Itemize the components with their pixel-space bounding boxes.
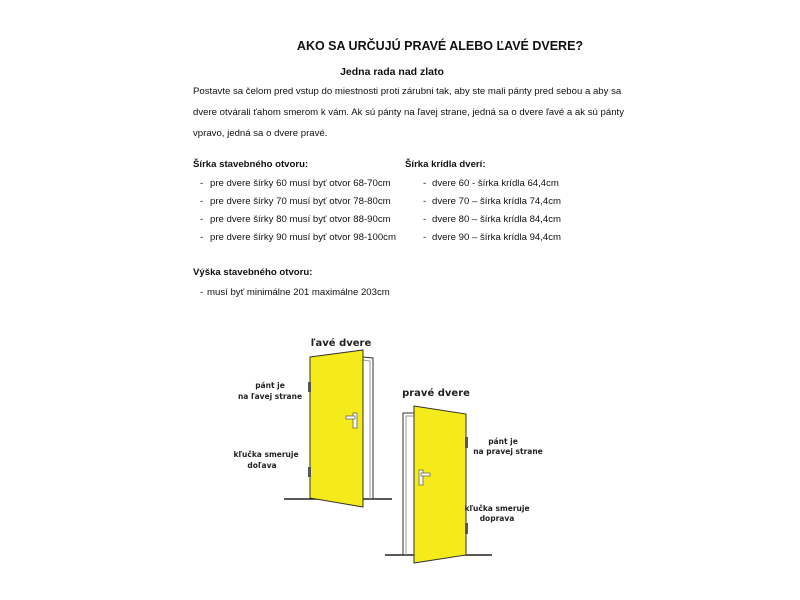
list-item: pre dvere šírky 80 musí byť otvor 88-90c…: [210, 214, 391, 225]
bullet: -: [423, 214, 427, 225]
door-leaf: [309, 349, 364, 508]
hinge-icon: [308, 467, 311, 477]
bullet: -: [423, 196, 427, 207]
door-frame: [362, 356, 374, 499]
right-door-illustration: pravé dvere pánt je na pravej strane kľu…: [385, 387, 543, 564]
handle-plate-icon: [418, 469, 424, 486]
bullet: -: [200, 214, 204, 225]
hinge-label: na pravej strane: [473, 447, 543, 456]
bullet: -: [423, 178, 427, 189]
handle-label: kľučka smeruje: [464, 504, 529, 513]
page-title: AKO SA URČUJÚ PRAVÉ ALEBO ĽAVÉ DVERE?: [296, 39, 584, 53]
bullet: -: [200, 232, 204, 243]
list-item: pre dvere šírky 70 musí byť otvor 78-80c…: [210, 196, 391, 207]
paragraph-line: dvere otvárali ťahom smerom k vám. Ak sú…: [193, 107, 625, 118]
door-leaf: [413, 405, 467, 564]
list-item: dvere 70 – šírka krídla 74,4cm: [432, 196, 562, 207]
right-door-title: pravé dvere: [402, 387, 470, 399]
left-door-illustration: ľavé dvere pánt je na ľavej strane kľučk…: [233, 337, 392, 508]
list-item: dvere 60 - šírka krídla 64,4cm: [432, 178, 559, 189]
door-frame-inner: [405, 415, 414, 555]
opening-width-heading: Šírka stavebného otvoru:: [193, 159, 309, 170]
list-item: pre dvere šírky 90 musí byť otvor 98-100…: [210, 232, 396, 243]
hinge-label: pánt je: [488, 437, 518, 446]
bullet: -: [200, 287, 204, 298]
list-item: musí byť minimálne 201 maximálne 203cm: [207, 287, 390, 298]
paragraph-line: Postavte sa čelom pred vstup do miestnos…: [193, 86, 622, 97]
handle-lever-icon: [345, 415, 356, 420]
bullet: -: [200, 196, 204, 207]
hinge-label: pánt je: [255, 381, 285, 390]
list-item: dvere 90 – šírka krídla 94,4cm: [432, 232, 562, 243]
left-door-title: ľavé dvere: [311, 337, 372, 349]
hinge-icon: [308, 382, 311, 392]
handle-label: doprava: [480, 514, 515, 523]
handle-plate-icon: [352, 412, 358, 429]
door-frame: [402, 412, 414, 555]
handle-label: kľučka smeruje: [233, 450, 298, 459]
leaf-width-heading: Šírka krídla dverí:: [405, 159, 486, 170]
bullet: -: [423, 232, 427, 243]
list-item: pre dvere šírky 60 musí byť otvor 68-70c…: [210, 178, 391, 189]
handle-lever-icon: [420, 472, 431, 477]
bullet: -: [200, 178, 204, 189]
opening-height-heading: Výška stavebného otvoru:: [193, 267, 313, 278]
subtitle: Jedna rada nad zlato: [340, 66, 444, 78]
door-frame-inner: [362, 359, 371, 499]
hinge-icon: [465, 523, 468, 534]
hinge-icon: [465, 437, 468, 448]
paragraph-line: vpravo, jedná sa o dvere pravé.: [193, 128, 328, 139]
hinge-label: na ľavej strane: [238, 392, 302, 401]
handle-label: doľava: [247, 461, 276, 470]
list-item: dvere 80 – šírka krídla 84,4cm: [432, 214, 562, 225]
